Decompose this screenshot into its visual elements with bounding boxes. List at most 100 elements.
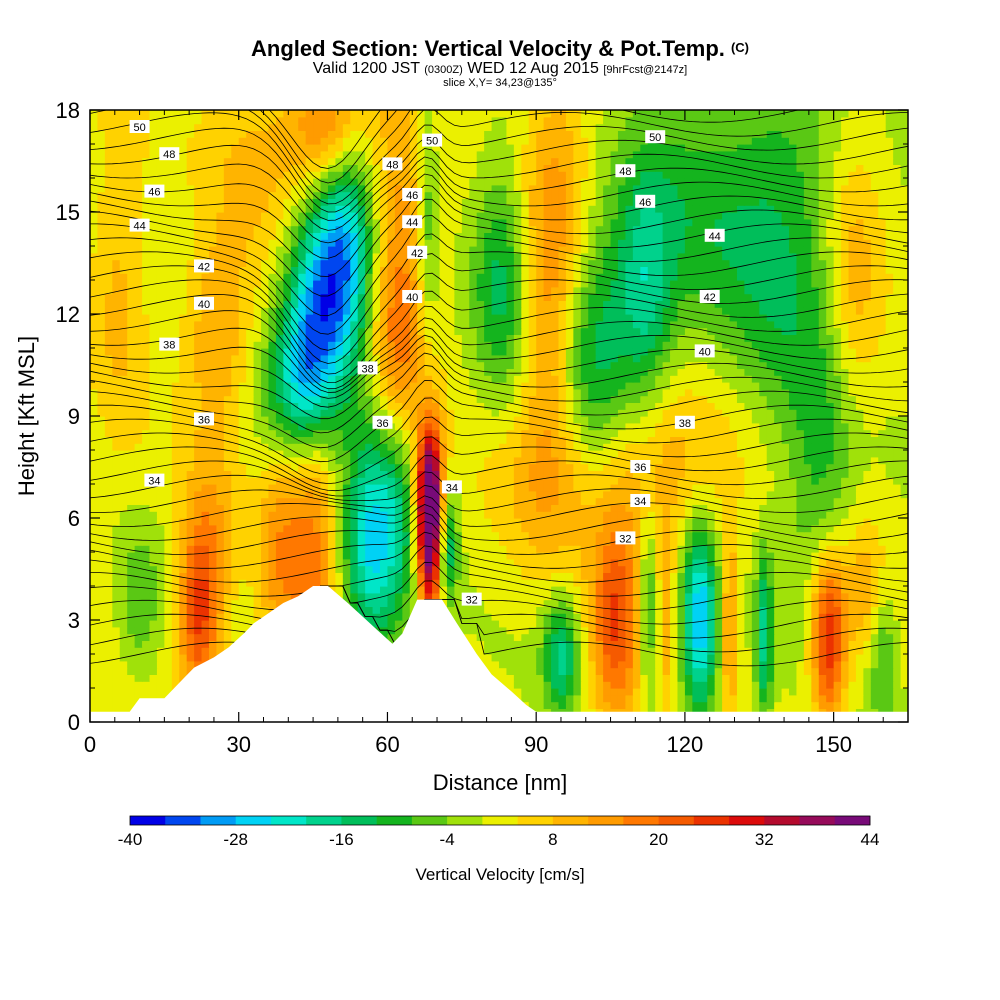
velocity-cell	[424, 552, 433, 560]
velocity-cell	[774, 552, 783, 560]
velocity-cell	[208, 558, 218, 567]
velocity-cell	[208, 497, 218, 505]
velocity-cell	[766, 436, 775, 444]
velocity-cell	[461, 416, 470, 424]
velocity-cell	[327, 409, 336, 417]
velocity-cell	[841, 647, 850, 655]
velocity-cell	[484, 599, 493, 607]
velocity-cell	[722, 572, 731, 580]
velocity-cell	[320, 409, 329, 417]
velocity-cell	[238, 538, 247, 546]
velocity-cell	[610, 592, 619, 601]
velocity-cell	[179, 538, 188, 546]
velocity-cell	[305, 511, 314, 519]
velocity-cell	[707, 416, 716, 424]
velocity-cell	[253, 558, 262, 567]
velocity-cell	[803, 606, 812, 614]
velocity-cell	[208, 443, 218, 451]
velocity-cell	[402, 416, 411, 424]
velocity-cell	[104, 552, 113, 560]
velocity-cell	[127, 674, 136, 682]
velocity-cell	[677, 490, 686, 499]
velocity-cell	[625, 592, 634, 601]
velocity-cell	[261, 518, 270, 526]
velocity-cell	[134, 545, 143, 553]
velocity-cell	[893, 586, 902, 594]
velocity-cell	[402, 511, 411, 519]
velocity-cell	[900, 443, 908, 451]
velocity-cell	[283, 511, 292, 519]
velocity-cell	[261, 552, 270, 560]
velocity-cell	[551, 416, 560, 424]
velocity-cell	[342, 518, 351, 526]
velocity-cell	[90, 443, 99, 451]
velocity-cell	[127, 436, 136, 444]
velocity-cell	[394, 450, 403, 458]
velocity-cell	[313, 409, 322, 417]
velocity-cell	[156, 654, 165, 662]
velocity-cell	[558, 531, 567, 539]
velocity-cell	[231, 579, 240, 587]
velocity-cell	[194, 470, 203, 478]
velocity-cell	[119, 484, 128, 492]
velocity-cell	[684, 626, 693, 635]
velocity-cell	[803, 613, 812, 621]
velocity-cell	[841, 694, 850, 703]
velocity-cell	[506, 422, 515, 431]
velocity-cell	[647, 701, 656, 709]
velocity-cell	[439, 443, 448, 451]
velocity-cell	[707, 613, 716, 621]
velocity-cell	[491, 456, 500, 465]
velocity-cell	[298, 436, 307, 444]
velocity-cell	[699, 613, 708, 621]
velocity-cell	[97, 443, 106, 451]
velocity-cell	[454, 456, 463, 465]
velocity-cell	[684, 681, 693, 689]
velocity-cell	[826, 429, 835, 437]
velocity-cell	[670, 497, 679, 505]
velocity-cell	[573, 531, 582, 539]
velocity-cell	[90, 545, 99, 553]
velocity-cell	[424, 416, 433, 424]
velocity-cell	[476, 558, 485, 567]
velocity-cell	[394, 558, 403, 567]
velocity-cell	[662, 511, 671, 519]
velocity-cell	[670, 613, 679, 621]
velocity-cell	[885, 592, 894, 601]
velocity-cell	[134, 558, 143, 567]
velocity-cell	[394, 538, 403, 546]
velocity-cell	[513, 484, 522, 492]
velocity-cell	[454, 511, 463, 519]
velocity-cell	[729, 429, 738, 437]
velocity-cell	[194, 558, 203, 567]
velocity-cell	[722, 538, 731, 546]
velocity-cell	[357, 586, 366, 594]
velocity-cell	[655, 640, 664, 648]
velocity-cell	[417, 565, 426, 573]
velocity-cell	[357, 429, 366, 437]
velocity-cell	[893, 429, 902, 437]
velocity-cell	[707, 579, 716, 587]
velocity-cell	[283, 484, 292, 492]
velocity-cell	[722, 620, 731, 628]
velocity-cell	[893, 552, 902, 560]
velocity-cell	[127, 694, 136, 703]
velocity-cell	[134, 443, 143, 451]
velocity-cell	[104, 626, 113, 635]
velocity-cell	[670, 416, 679, 424]
velocity-cell	[855, 552, 864, 560]
velocity-cell	[223, 586, 232, 594]
velocity-cell	[900, 450, 908, 458]
velocity-cell	[759, 674, 768, 682]
velocity-cell	[216, 599, 225, 607]
velocity-cell	[365, 579, 374, 587]
velocity-cell	[305, 572, 314, 580]
velocity-cell	[729, 572, 738, 580]
velocity-cell	[796, 626, 805, 635]
velocity-cell	[513, 660, 522, 669]
velocity-cell	[818, 599, 827, 607]
velocity-cell	[885, 701, 894, 709]
velocity-cell	[595, 674, 604, 682]
velocity-cell	[513, 490, 522, 499]
velocity-cell	[684, 572, 693, 580]
